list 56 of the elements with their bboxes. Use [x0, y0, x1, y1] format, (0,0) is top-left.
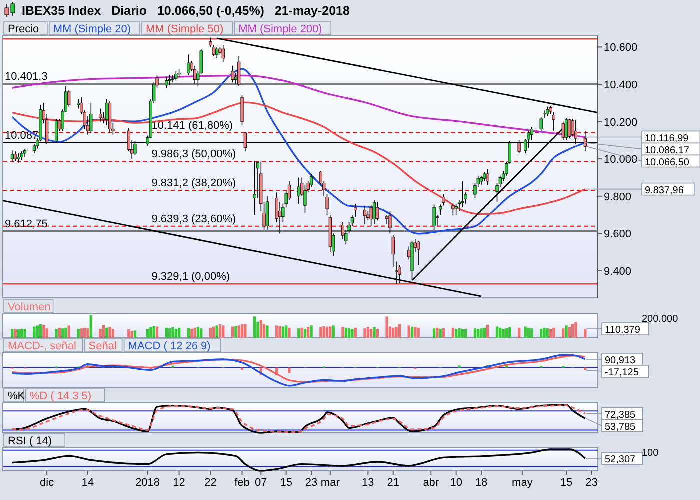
chart-title: IBEX35 Index Diario 10.066,50 (-0,45%) 21-may-2018	[22, 4, 350, 18]
x-tick-label: 10	[450, 477, 462, 489]
annotation: 10.116,99	[645, 133, 690, 144]
text: MM (Simple 200)	[238, 24, 322, 36]
annotation: 9.837,96	[645, 185, 684, 196]
x-tick-label: may	[512, 477, 534, 489]
x-tick-label: 07	[255, 477, 268, 489]
legend-title: Precio	[8, 24, 40, 36]
x-tick-label: abr	[423, 477, 440, 489]
y-tick-label: 9.400	[604, 266, 632, 278]
text: %K	[8, 390, 26, 402]
x-tick-label: feb	[234, 477, 250, 489]
ref-line-label: 9.612,75	[5, 218, 48, 230]
x-tick-label: 23	[305, 477, 318, 489]
x-tick-label: 2018	[136, 477, 160, 489]
x-tick-label: 23	[586, 477, 598, 489]
series-label: %D ( 14 3 5)	[30, 390, 92, 402]
annotation: 52,307	[605, 454, 636, 466]
x-tick-label: mar	[320, 477, 340, 489]
series-label: RSI ( 14)	[8, 436, 52, 448]
ref-line-label: 9.329,1 (0,00%)	[152, 271, 230, 284]
annotation: 10.066,50	[645, 157, 690, 168]
text: MM (Simple 50)	[146, 24, 224, 36]
series-label: MACD-, señal	[8, 340, 76, 352]
text: MM (Simple 20)	[53, 24, 132, 36]
annotation: -17,125	[605, 367, 640, 378]
y-tick-label: 10.600	[604, 42, 638, 54]
ref-line-label: 9.639,3 (23,60%)	[152, 213, 236, 226]
series-label: Volumen	[8, 302, 51, 314]
ref-line-label: 10.401,3	[5, 71, 48, 84]
series-label: MACD ( 12 26 9)	[128, 340, 211, 352]
text: 100	[642, 448, 660, 459]
ref-line-label: 9.831,2 (38,20%)	[152, 178, 236, 190]
y-tick-label: 10.400	[604, 79, 638, 92]
y-tick-label: 10.000	[604, 154, 638, 166]
annotation: 72,385	[605, 410, 636, 421]
series-label: Señal	[88, 340, 117, 352]
annotation: 90,913	[605, 355, 636, 366]
x-tick-label: 12	[173, 477, 186, 489]
x-tick-label: 15	[280, 477, 292, 489]
text: 200.000	[642, 314, 679, 325]
x-tick-label: 13	[362, 477, 374, 489]
x-tick-label: 18	[475, 477, 488, 489]
annotation: 10.086,17	[645, 145, 690, 156]
x-tick-label: 21	[387, 477, 400, 489]
x-tick-label: dic	[40, 477, 55, 489]
ref-line-label: 10.141 (61,80%)	[152, 120, 234, 132]
x-tick-label: 14	[82, 477, 94, 489]
x-tick-label: 15	[560, 477, 573, 489]
y-tick-label: 10.200	[604, 116, 638, 129]
ref-line-label: 9.986,3 (50,00%)	[152, 148, 236, 161]
y-tick-label: 9.600	[604, 228, 632, 241]
y-tick-label: 9.800	[604, 191, 632, 204]
x-tick-label: 22	[204, 477, 217, 489]
annotation: 53,785	[605, 422, 636, 433]
annotation: 110.379	[605, 325, 641, 336]
